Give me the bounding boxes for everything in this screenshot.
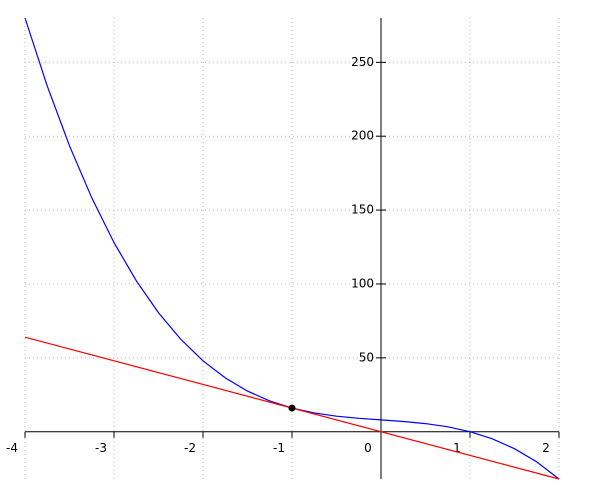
x-tick-label: 0 — [364, 441, 372, 455]
y-tick-label: 200 — [351, 129, 374, 143]
point — [288, 404, 296, 412]
x-tick-label: -3 — [95, 441, 107, 455]
x-tick-label: 1 — [453, 441, 461, 455]
y-tick-label: 150 — [351, 203, 374, 217]
x-tick-label: 2 — [542, 441, 550, 455]
x-tick-label: -2 — [184, 441, 196, 455]
x-tick-label: -1 — [273, 441, 285, 455]
y-tick-label: 50 — [359, 350, 374, 364]
x-tick-label: -4 — [6, 441, 18, 455]
y-tick-label: 250 — [351, 55, 374, 69]
y-tick-label: 100 — [351, 276, 374, 290]
